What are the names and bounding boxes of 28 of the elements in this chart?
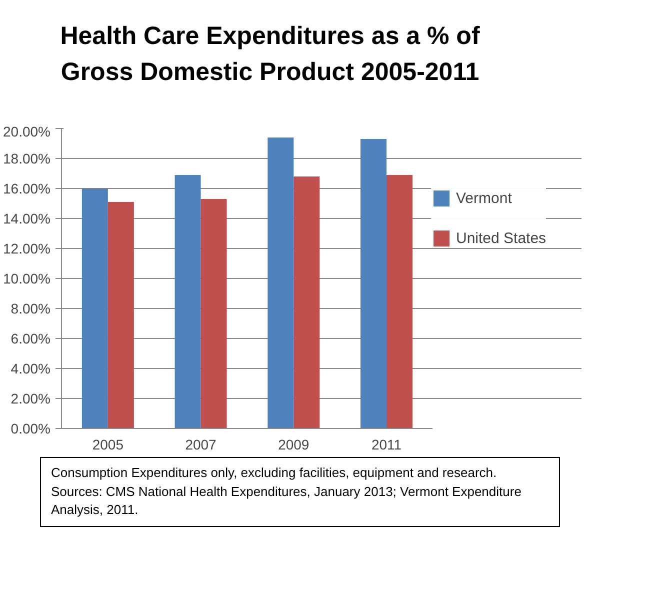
- y-tick-label: 4.00%: [10, 360, 51, 376]
- bar: [268, 138, 294, 428]
- x-tick-label: 2009: [278, 436, 310, 452]
- legend-label: United States: [456, 230, 546, 246]
- bar: [360, 139, 386, 428]
- bar: [174, 175, 201, 428]
- bar: [108, 202, 134, 428]
- y-tick-label: 18.00%: [3, 150, 50, 166]
- y-tick-label: 8.00%: [10, 300, 51, 316]
- y-tick-label: 14.00%: [3, 210, 50, 226]
- y-tick-label: 10.00%: [3, 270, 50, 286]
- bar: [386, 175, 412, 428]
- y-tick-label: 16.00%: [3, 180, 50, 196]
- y-tick-label: 6.00%: [10, 330, 51, 346]
- y-tick-label: 2.00%: [10, 390, 51, 406]
- source-note: Sources: CMS National Health Expenditures, January 2013; Vermont Expenditure Analysis, 2011.: [51, 484, 522, 518]
- bar: [82, 188, 108, 428]
- x-tick-label: 2007: [185, 436, 217, 452]
- bar: [294, 176, 320, 428]
- text: Consumption Expenditures only, excluding facilities, equipment and research.: [51, 465, 497, 480]
- legend-label: Vermont: [456, 190, 512, 206]
- x-tick-label: 2005: [92, 436, 124, 452]
- y-tick-label: 0.00%: [10, 420, 51, 436]
- bar: [200, 199, 227, 428]
- y-tick-label: 20.00%: [3, 124, 50, 140]
- chart-title: Health Care Expenditures as a % of Gross Domestic Product 2005-2011: [60, 21, 480, 88]
- y-tick-label: 12.00%: [3, 240, 50, 256]
- x-tick-label: 2011: [371, 436, 402, 452]
